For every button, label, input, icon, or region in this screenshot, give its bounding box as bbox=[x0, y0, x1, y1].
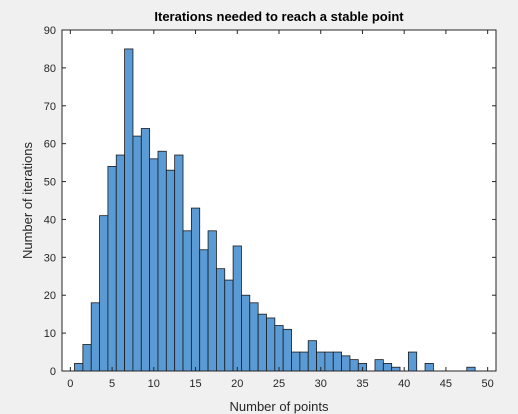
x-tick-label: 0 bbox=[67, 378, 73, 390]
axes-box bbox=[61, 29, 497, 372]
x-tick-label: 40 bbox=[398, 378, 410, 390]
histogram-bar bbox=[391, 366, 401, 372]
histogram-bar bbox=[190, 207, 201, 372]
x-tick-label: 10 bbox=[148, 378, 160, 390]
histogram-bar bbox=[291, 351, 301, 372]
histogram-bar bbox=[207, 230, 217, 372]
histogram-bar bbox=[307, 340, 317, 372]
x-tick-label: 25 bbox=[273, 378, 285, 390]
histogram-bar bbox=[224, 279, 234, 372]
y-tick-label: 60 bbox=[44, 139, 56, 151]
histogram-bar bbox=[174, 154, 184, 372]
histogram-bar bbox=[382, 363, 393, 372]
histogram-bar bbox=[349, 359, 359, 372]
histogram-bar bbox=[215, 268, 226, 372]
histogram-bar bbox=[90, 302, 100, 372]
histogram-bar bbox=[266, 317, 276, 372]
histogram-bar bbox=[107, 165, 117, 372]
histogram-bar bbox=[124, 48, 134, 372]
x-tick-label: 20 bbox=[231, 378, 243, 390]
y-tick-label: 70 bbox=[44, 101, 56, 113]
histogram-bar bbox=[374, 359, 384, 372]
histogram-bar bbox=[257, 313, 267, 372]
x-tick-label: 30 bbox=[315, 378, 327, 390]
y-tick-label: 10 bbox=[44, 328, 56, 340]
y-tick-label: 90 bbox=[44, 25, 56, 37]
histogram-bar bbox=[241, 294, 251, 372]
y-tick-label: 50 bbox=[44, 177, 56, 189]
histogram-bar bbox=[182, 230, 192, 372]
histogram-bar bbox=[74, 363, 84, 372]
x-tick-label: 35 bbox=[356, 378, 368, 390]
histogram-bar bbox=[115, 154, 126, 372]
histogram-bar bbox=[157, 150, 167, 372]
chart-title: Iterations needed to reach a stable poin… bbox=[154, 9, 404, 24]
histogram-bar bbox=[199, 249, 209, 372]
y-tick-label: 80 bbox=[44, 63, 56, 75]
histogram-bar bbox=[299, 351, 309, 372]
histogram-bar bbox=[132, 135, 142, 372]
y-tick-label: 0 bbox=[50, 366, 56, 378]
histogram-bar bbox=[274, 325, 284, 372]
histogram-bar bbox=[165, 169, 176, 372]
histogram-bar bbox=[140, 128, 151, 372]
histogram-bar bbox=[324, 351, 334, 372]
y-tick-label: 30 bbox=[44, 252, 56, 264]
x-tick-label: 50 bbox=[482, 378, 494, 390]
x-axis-label: Number of points bbox=[230, 399, 329, 414]
y-tick-label: 40 bbox=[44, 214, 56, 226]
histogram-bar bbox=[332, 351, 343, 372]
histogram-bar bbox=[149, 158, 159, 372]
x-tick-label: 15 bbox=[189, 378, 201, 390]
histogram-bar bbox=[466, 366, 476, 372]
histogram-bar bbox=[341, 355, 351, 372]
histogram-bar bbox=[424, 363, 434, 372]
x-tick-label: 45 bbox=[440, 378, 452, 390]
ticks-group: 0 5 10 15 20 25 30 35 40 45 50 0 10 20 30 40 50 60 70 80 90 bbox=[44, 25, 496, 390]
histogram-bar bbox=[232, 245, 242, 372]
histogram-bar bbox=[99, 215, 109, 372]
histogram-bar bbox=[407, 351, 418, 372]
histogram-bar bbox=[82, 344, 92, 372]
x-tick-label: 5 bbox=[109, 378, 115, 390]
histogram-bar bbox=[249, 302, 259, 372]
histogram-bar bbox=[282, 328, 292, 372]
y-axis-label: Number of iterations bbox=[20, 141, 35, 259]
y-tick-label: 20 bbox=[44, 290, 56, 302]
